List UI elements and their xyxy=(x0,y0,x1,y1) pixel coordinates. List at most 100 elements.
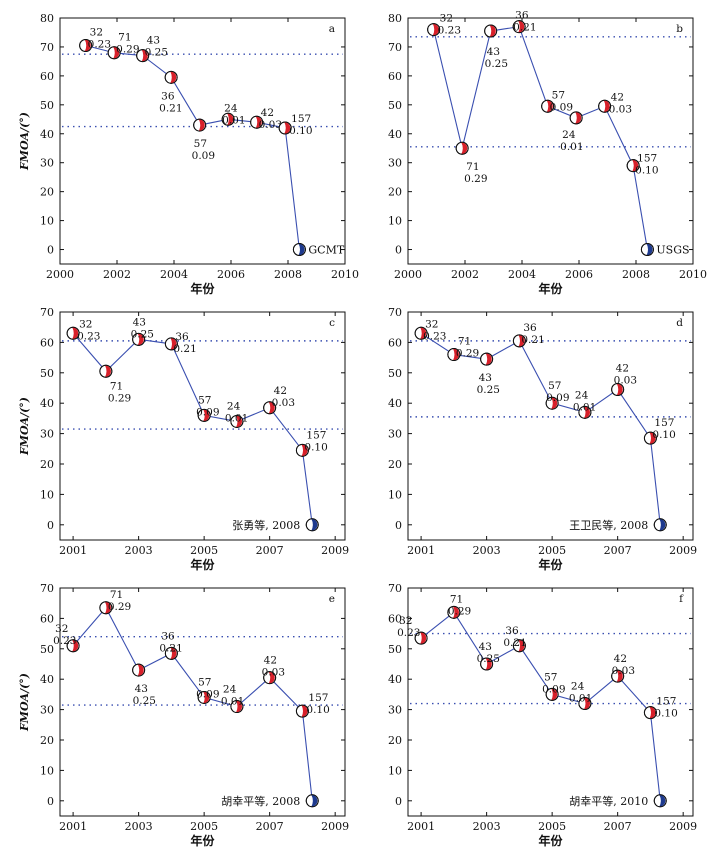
mechanism-ball xyxy=(66,639,80,653)
x-tick-label: 2005 xyxy=(538,544,566,557)
y-tick-label: 20 xyxy=(388,734,402,747)
point-label-count: 71 xyxy=(110,380,123,392)
y-tick-label: 0 xyxy=(395,519,402,532)
point-label-ratio: 0.21 xyxy=(513,22,536,34)
plot-frame xyxy=(407,17,694,265)
mechanism-ball xyxy=(136,49,150,63)
point-label-count: 43 xyxy=(135,683,148,695)
point-label-count: 36 xyxy=(161,90,175,102)
point-label-count: 57 xyxy=(544,671,557,683)
point-label-ratio: 0.23 xyxy=(53,635,76,647)
mechanism-ball xyxy=(132,663,146,677)
mechanism-ball xyxy=(263,401,277,415)
y-tick-label: 20 xyxy=(40,458,54,471)
y-tick-label: 10 xyxy=(388,488,402,501)
point-label-ratio: 0.29 xyxy=(448,605,471,617)
point-label-count: 24 xyxy=(575,389,589,401)
mechanism-ball xyxy=(578,405,592,419)
mechanism-ball xyxy=(164,337,178,351)
panel-label: f xyxy=(679,593,684,605)
point-label-count: 71 xyxy=(466,161,479,173)
x-tick-label: 2004 xyxy=(508,268,536,281)
source-label: 胡幸平等, 2008 xyxy=(221,794,300,808)
point-label-count: 36 xyxy=(505,625,519,637)
y-tick-label: 0 xyxy=(47,519,54,532)
mechanism-ball xyxy=(512,334,526,348)
point-label-ratio: 0.10 xyxy=(654,708,677,720)
mechanism-ball xyxy=(263,671,277,685)
point-label-ratio: 0.03 xyxy=(612,665,635,677)
x-axis-label: 年份 xyxy=(538,833,563,848)
point-label-count: 32 xyxy=(440,13,453,25)
plot-frame xyxy=(59,17,346,265)
mechanism-ball xyxy=(278,121,292,135)
point-label-ratio: 0.03 xyxy=(272,397,295,409)
y-tick-label: 40 xyxy=(388,128,402,141)
panel-label: e xyxy=(329,593,335,605)
mechanism-ball xyxy=(611,383,625,397)
point-label-count: 32 xyxy=(55,623,68,635)
point-label-ratio: 0.03 xyxy=(614,375,637,387)
x-tick-label: 2000 xyxy=(46,268,74,281)
point-label-ratio: 0.25 xyxy=(477,384,500,396)
series-line xyxy=(420,611,661,801)
x-tick-label: 2005 xyxy=(190,544,218,557)
y-tick-label: 20 xyxy=(40,186,54,199)
point-label-count: 43 xyxy=(479,372,492,384)
point-label-ratio: 0.01 xyxy=(222,114,245,126)
mechanism-ball xyxy=(197,408,211,422)
x-tick-label: 2010 xyxy=(331,268,359,281)
point-label-ratio: 0.09 xyxy=(542,683,565,695)
point-label-ratio: 0.10 xyxy=(635,165,658,177)
y-tick-label: 0 xyxy=(47,244,54,257)
mechanism-ball xyxy=(447,605,461,619)
mechanism-ball xyxy=(484,24,498,38)
y-tick-label: 70 xyxy=(40,306,54,319)
y-tick-label: 20 xyxy=(40,734,54,747)
mechanism-ball xyxy=(164,646,178,660)
point-label-ratio: 0.25 xyxy=(485,58,508,70)
y-tick-label: 70 xyxy=(388,582,402,595)
point-label-ratio: 0.29 xyxy=(464,173,487,185)
x-axis-label: 年份 xyxy=(538,557,563,572)
point-label-count: 57 xyxy=(552,89,565,101)
mechanism-ball xyxy=(193,118,207,132)
point-label-ratio: 0.01 xyxy=(569,693,592,705)
point-label-ratio: 0.09 xyxy=(550,101,573,113)
y-tick-label: 10 xyxy=(40,215,54,228)
mechanism-ball xyxy=(480,657,494,671)
y-tick-label: 30 xyxy=(40,704,54,717)
x-tick-label: 2004 xyxy=(160,268,188,281)
mechanism-ball xyxy=(230,700,244,714)
point-label-count: 24 xyxy=(223,684,237,696)
x-tick-label: 2000 xyxy=(394,268,422,281)
point-label-count: 42 xyxy=(261,107,274,119)
plot-frame xyxy=(407,311,694,541)
point-label-ratio: 0.23 xyxy=(438,25,461,37)
point-label-ratio: 0.29 xyxy=(108,601,131,613)
y-tick-label: 40 xyxy=(388,397,402,410)
x-axis-label: 年份 xyxy=(538,281,563,296)
point-label-count: 157 xyxy=(308,692,328,704)
mechanism-ball-reference xyxy=(305,518,319,532)
y-tick-label: 50 xyxy=(388,99,402,112)
point-label-count: 43 xyxy=(133,316,146,328)
y-tick-label: 50 xyxy=(388,643,402,656)
point-label-ratio: 0.25 xyxy=(145,47,168,59)
y-tick-label: 40 xyxy=(40,673,54,686)
point-label-ratio: 0.09 xyxy=(196,688,219,700)
y-tick-label: 10 xyxy=(40,764,54,777)
x-axis-label: 年份 xyxy=(190,281,215,296)
mechanism-ball xyxy=(598,99,612,113)
point-label-ratio: 0.25 xyxy=(133,695,156,707)
point-label-count: 71 xyxy=(110,589,123,601)
x-tick-label: 2001 xyxy=(407,820,435,833)
point-label-ratio: 0.23 xyxy=(423,330,446,342)
y-tick-label: 60 xyxy=(388,336,402,349)
mechanism-ball xyxy=(99,364,113,378)
source-label: USGS xyxy=(656,244,689,257)
chart-panel-d: 0 10 20 30 40 50 60 70 2001 2003 2005 2007 2009 年份 d 32… xyxy=(388,306,697,572)
x-tick-label: 2009 xyxy=(321,820,349,833)
mechanism-ball xyxy=(643,431,657,445)
point-label-count: 43 xyxy=(479,641,492,653)
